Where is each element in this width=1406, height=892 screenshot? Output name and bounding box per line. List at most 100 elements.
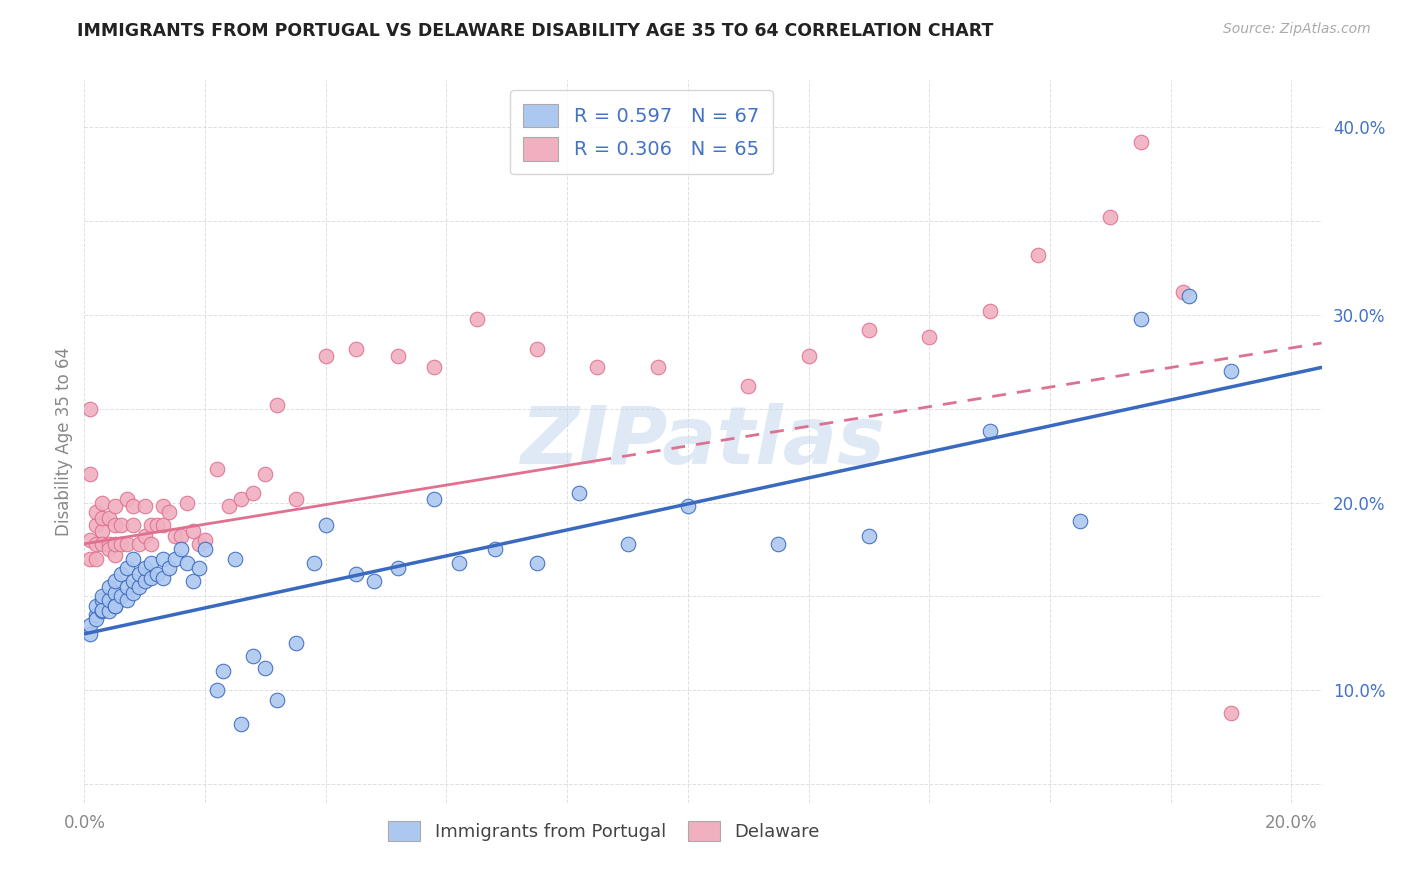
Point [1099,211,1122,225]
Point [79,401,101,416]
Point [170,529,193,543]
Point [181,524,204,538]
Y-axis label: Disability Age 35 to 64: Disability Age 35 to 64 [55,347,73,536]
Point [242,649,264,664]
Point [1220,364,1243,378]
Point [103,500,125,514]
Point [86,599,108,613]
Point [1129,135,1152,149]
Point [146,566,169,581]
Point [188,537,211,551]
Point [170,542,193,557]
Point [103,585,125,599]
Point [128,580,150,594]
Point [146,518,169,533]
Point [79,551,101,566]
Point [447,556,470,570]
Point [97,542,120,557]
Point [139,556,162,570]
Point [86,608,108,623]
Point [676,500,699,514]
Point [526,342,548,356]
Point [858,323,880,337]
Point [103,599,125,613]
Point [266,692,288,706]
Point [115,537,138,551]
Point [979,304,1001,318]
Point [134,500,156,514]
Point [647,360,669,375]
Point [242,486,264,500]
Point [121,551,143,566]
Point [152,551,174,566]
Point [205,462,228,476]
Point [110,537,132,551]
Point [979,424,1001,438]
Point [86,505,108,519]
Point [134,561,156,575]
Point [315,349,337,363]
Point [157,561,180,575]
Point [176,495,198,509]
Point [79,533,101,547]
Point [163,529,186,543]
Point [110,590,132,604]
Point [91,524,114,538]
Point [284,491,307,506]
Point [231,717,253,731]
Point [121,500,143,514]
Legend: Immigrants from Portugal, Delaware: Immigrants from Portugal, Delaware [381,814,827,848]
Point [128,566,150,581]
Point [110,566,132,581]
Point [91,510,114,524]
Point [134,529,156,543]
Point [205,683,228,698]
Point [103,548,125,562]
Point [152,500,174,514]
Point [363,574,385,589]
Point [484,542,506,557]
Point [918,330,941,344]
Point [423,491,446,506]
Point [115,580,138,594]
Point [121,585,143,599]
Point [121,518,143,533]
Point [91,593,114,607]
Point [465,311,488,326]
Point [586,360,609,375]
Point [134,574,156,589]
Point [231,491,253,506]
Point [121,574,143,589]
Point [224,551,246,566]
Point [616,537,638,551]
Point [79,617,101,632]
Point [103,574,125,589]
Point [97,537,120,551]
Point [1026,248,1049,262]
Point [315,518,337,533]
Point [344,342,367,356]
Point [97,593,120,607]
Point [423,360,446,375]
Point [212,665,235,679]
Point [188,561,211,575]
Point [254,661,277,675]
Point [858,529,880,543]
Point [302,556,325,570]
Point [387,561,409,575]
Point [103,518,125,533]
Point [115,593,138,607]
Point [768,537,790,551]
Text: Source: ZipAtlas.com: Source: ZipAtlas.com [1223,22,1371,37]
Point [526,556,548,570]
Point [797,349,820,363]
Point [86,551,108,566]
Point [163,551,186,566]
Point [139,571,162,585]
Point [91,537,114,551]
Point [86,612,108,626]
Point [1069,514,1091,528]
Point [568,486,591,500]
Text: ZIPatlas: ZIPatlas [520,402,886,481]
Point [176,556,198,570]
